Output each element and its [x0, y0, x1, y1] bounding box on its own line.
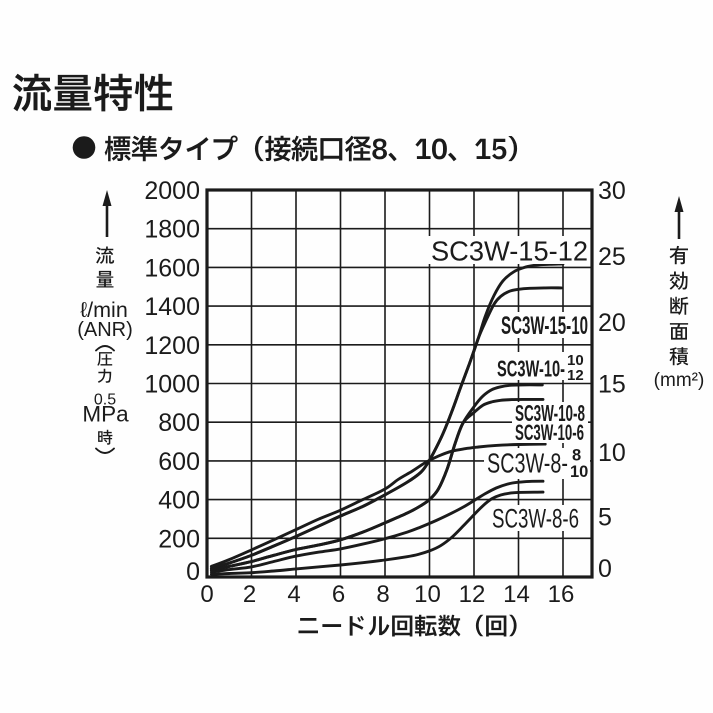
- svg-text:25: 25: [598, 243, 626, 271]
- svg-text:1600: 1600: [144, 254, 200, 282]
- svg-text:1200: 1200: [144, 332, 200, 360]
- svg-text:200: 200: [158, 525, 200, 553]
- svg-text:SC3W-10-6: SC3W-10-6: [515, 420, 584, 445]
- svg-text:15: 15: [598, 371, 626, 399]
- svg-text:0: 0: [200, 581, 213, 608]
- svg-text:2000: 2000: [144, 177, 200, 205]
- svg-text:30: 30: [598, 177, 626, 205]
- svg-text:4: 4: [287, 581, 300, 608]
- svg-text:0.5: 0.5: [94, 392, 116, 409]
- svg-text:6: 6: [332, 581, 345, 608]
- svg-text:10: 10: [567, 352, 584, 369]
- svg-text:800: 800: [158, 409, 200, 437]
- svg-text:400: 400: [158, 487, 200, 515]
- svg-text:SC3W-15-10: SC3W-15-10: [501, 312, 588, 340]
- svg-text:(ANR): (ANR): [77, 319, 133, 341]
- svg-text:1800: 1800: [144, 216, 200, 244]
- svg-text:20: 20: [598, 309, 626, 337]
- svg-text:1000: 1000: [144, 371, 200, 399]
- svg-text:SC3W-8-6: SC3W-8-6: [492, 504, 579, 534]
- svg-text:ℓ/min: ℓ/min: [79, 298, 128, 322]
- svg-text:SC3W-15-12: SC3W-15-12: [431, 236, 588, 267]
- svg-text:12: 12: [567, 367, 584, 384]
- svg-text:10: 10: [570, 463, 588, 481]
- svg-text:12: 12: [459, 581, 486, 608]
- svg-text:10: 10: [598, 439, 626, 467]
- svg-text:8: 8: [572, 447, 581, 465]
- svg-text:0: 0: [186, 558, 200, 586]
- svg-text:1400: 1400: [144, 293, 200, 321]
- svg-text:0: 0: [598, 555, 612, 583]
- svg-text:SC3W-10-8: SC3W-10-8: [515, 400, 585, 426]
- svg-text:MPa: MPa: [82, 402, 129, 427]
- svg-text:8: 8: [376, 581, 389, 608]
- svg-text:5: 5: [598, 504, 612, 532]
- svg-text:SC3W-10-: SC3W-10-: [497, 356, 565, 382]
- svg-text:16: 16: [548, 581, 575, 608]
- svg-text:SC3W-8-: SC3W-8-: [487, 448, 568, 479]
- svg-text:2: 2: [243, 581, 256, 608]
- svg-text:10: 10: [414, 581, 441, 608]
- svg-text:600: 600: [158, 448, 200, 476]
- svg-text:(mm²): (mm²): [654, 370, 705, 391]
- svg-text:14: 14: [503, 581, 530, 608]
